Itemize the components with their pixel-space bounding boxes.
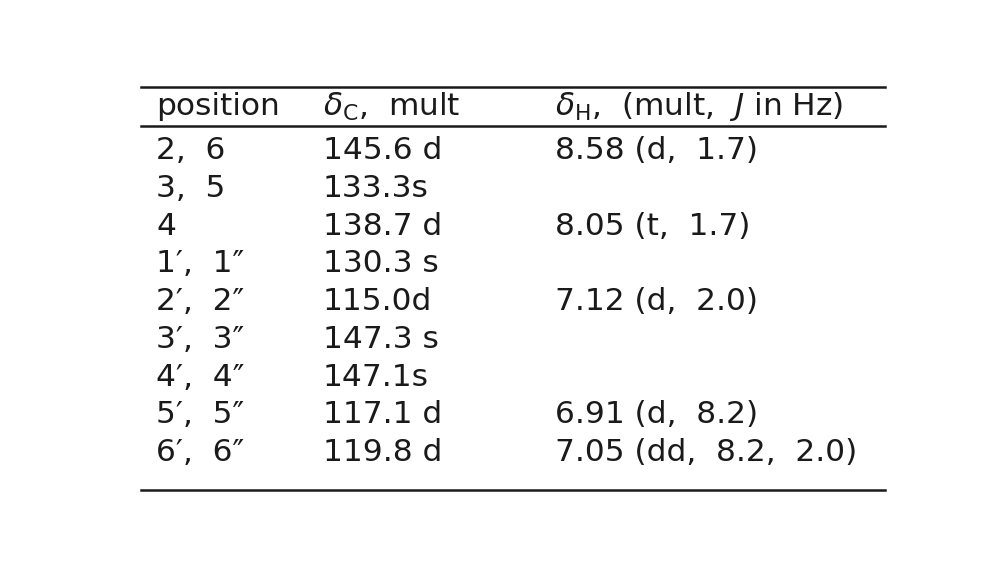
Text: 7.12 (d,  2.0): 7.12 (d, 2.0) (555, 287, 758, 316)
Text: 4′,  4″: 4′, 4″ (156, 363, 244, 392)
Text: 115.0d: 115.0d (323, 287, 432, 316)
Text: 8.58 (d,  1.7): 8.58 (d, 1.7) (555, 136, 758, 166)
Text: 3′,  3″: 3′, 3″ (156, 325, 244, 354)
Text: 145.6 d: 145.6 d (323, 136, 442, 166)
Text: 117.1 d: 117.1 d (323, 400, 442, 430)
Text: 130.3 s: 130.3 s (323, 249, 438, 279)
Text: 5′,  5″: 5′, 5″ (156, 400, 244, 430)
Text: 8.05 (t,  1.7): 8.05 (t, 1.7) (555, 212, 750, 241)
Text: 138.7 d: 138.7 d (323, 212, 442, 241)
Text: $\delta_{\mathrm{C}}$,  mult: $\delta_{\mathrm{C}}$, mult (323, 91, 460, 123)
Text: 7.05 (dd,  8.2,  2.0): 7.05 (dd, 8.2, 2.0) (555, 438, 857, 467)
Text: $\delta_{\mathrm{H}}$,  (mult,  $J$ in Hz): $\delta_{\mathrm{H}}$, (mult, $J$ in Hz) (555, 90, 843, 123)
Text: 147.3 s: 147.3 s (323, 325, 438, 354)
Text: 1′,  1″: 1′, 1″ (156, 249, 244, 279)
Text: position: position (156, 92, 280, 121)
Text: 147.1s: 147.1s (323, 363, 429, 392)
Text: 4: 4 (156, 212, 176, 241)
Text: 119.8 d: 119.8 d (323, 438, 442, 467)
Text: 2′,  2″: 2′, 2″ (156, 287, 244, 316)
Text: 6.91 (d,  8.2): 6.91 (d, 8.2) (555, 400, 758, 430)
Text: 6′,  6″: 6′, 6″ (156, 438, 244, 467)
Text: 3,  5: 3, 5 (156, 174, 225, 203)
Text: 133.3s: 133.3s (323, 174, 428, 203)
Text: 2,  6: 2, 6 (156, 136, 225, 166)
